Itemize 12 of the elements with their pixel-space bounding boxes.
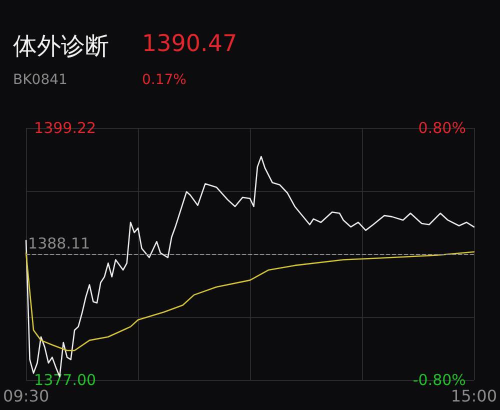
x-tick-label: 09:30 [3,386,50,406]
y2-tick-label: 0.80% [418,119,466,137]
chart-title: 体外诊断 [13,31,109,62]
y-tick-label: 1399.22 [34,119,96,137]
ref-line-label: 1388.11 [28,234,90,252]
y-tick-label: 1377.00 [34,371,96,389]
y2-tick-label: -0.80% [412,371,466,389]
line-series [25,251,475,352]
x-tick-label: 15:00 [450,386,497,406]
text: 1390.47 [142,31,238,57]
text: 0.17% [142,72,186,88]
chart-subtitle: BK0841 [13,72,68,88]
